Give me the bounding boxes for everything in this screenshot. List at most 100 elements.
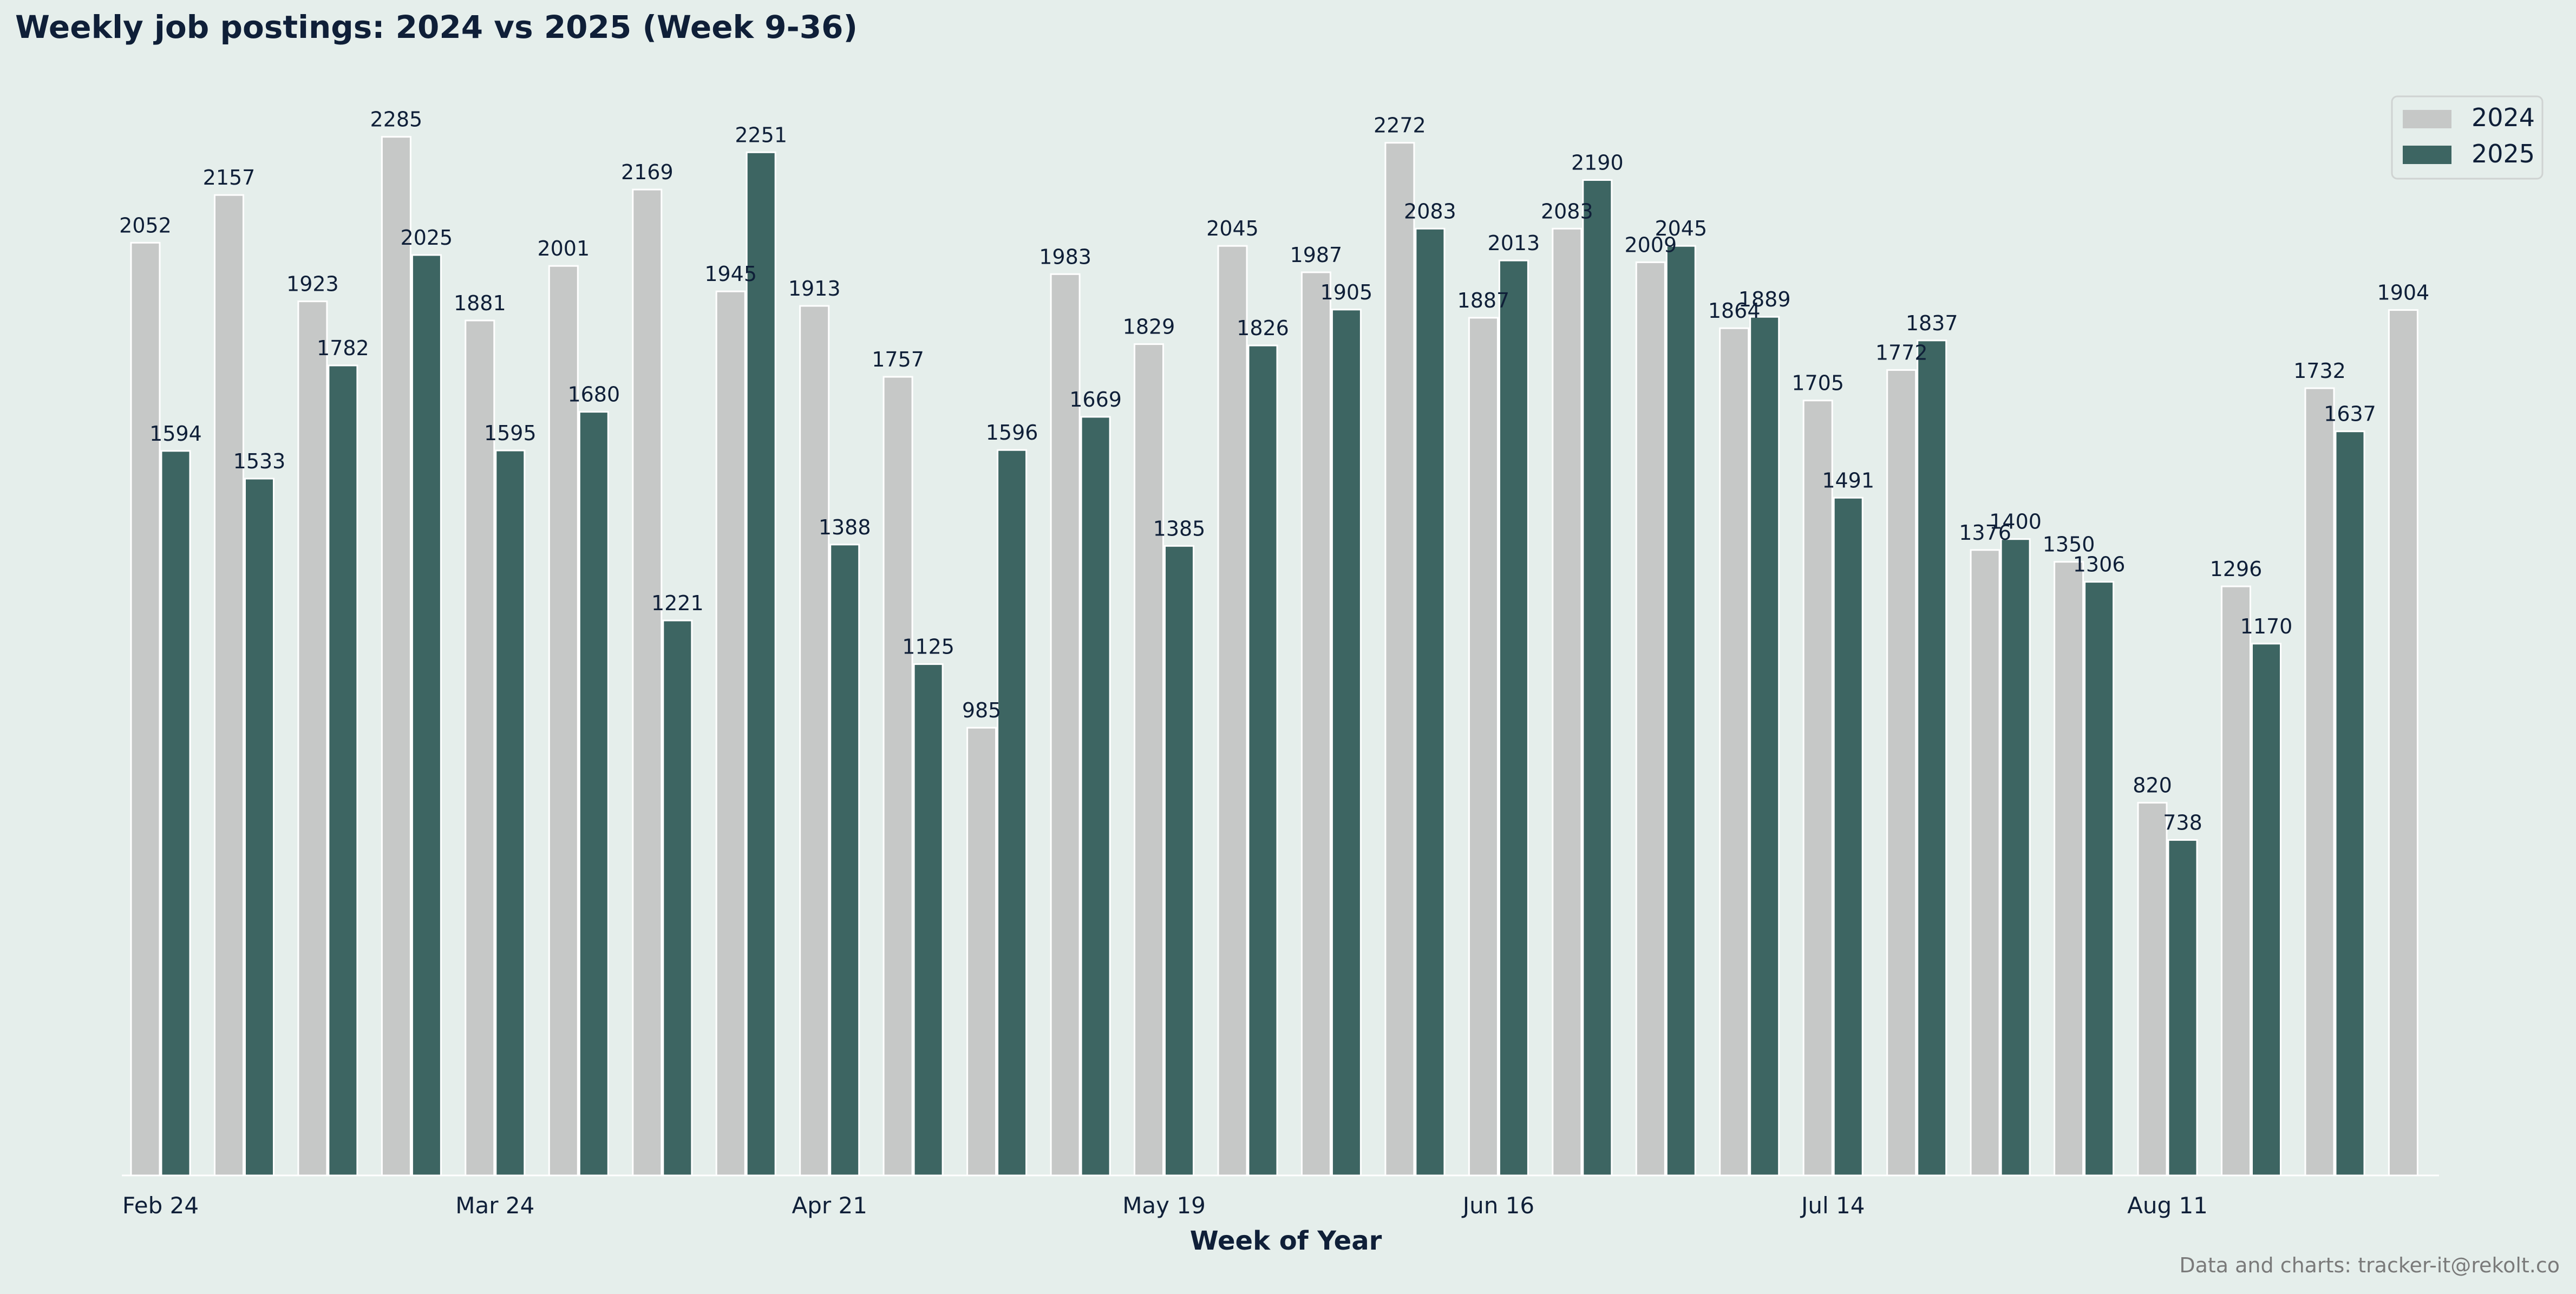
bar-2025	[1917, 339, 1947, 1177]
credit-text: Data and charts: tracker-it@rekolt.co	[2179, 1253, 2560, 1277]
legend: 2024 2025	[2391, 95, 2544, 180]
value-label-2024: 1864	[1708, 299, 1761, 323]
bar-2025	[411, 254, 442, 1177]
value-label-2025: 1669	[1069, 388, 1122, 411]
x-axis-label: Week of Year	[1190, 1226, 1382, 1256]
bars-layer	[130, 136, 2418, 1177]
value-label-2024: 1296	[2210, 557, 2263, 581]
bar-2024	[297, 300, 328, 1177]
x-tick-label: Jul 14	[1800, 1192, 1865, 1219]
bar-2024	[799, 305, 830, 1177]
x-tick-label: Jun 16	[1461, 1192, 1534, 1219]
bar-2024	[882, 376, 913, 1177]
bar-2024	[1468, 317, 1499, 1177]
bar-2025	[328, 364, 358, 1177]
value-label-2024: 2001	[537, 237, 590, 260]
bar-2025	[2084, 581, 2115, 1177]
value-label-2024: 2009	[1624, 233, 1677, 257]
value-label-2024: 1829	[1123, 315, 1175, 339]
value-label-2024: 1376	[1959, 521, 2011, 545]
value-label-2024: 2045	[1206, 217, 1259, 240]
bar-2025	[495, 449, 526, 1177]
value-label-2024: 985	[962, 698, 1002, 722]
value-label-2025: 1594	[149, 422, 202, 446]
bar-2024	[214, 194, 244, 1177]
value-label-2024: 2052	[119, 213, 172, 237]
bar-2025	[1582, 179, 1613, 1177]
bar-2024	[2304, 387, 2335, 1177]
bar-2025	[244, 478, 274, 1177]
bar-2024	[1384, 142, 1415, 1177]
bar-2025	[913, 663, 944, 1177]
value-label-2025: 1905	[1320, 280, 1373, 304]
x-tick-label: Aug 11	[2127, 1192, 2208, 1219]
bar-2025	[2251, 643, 2281, 1177]
x-tick-label: May 19	[1122, 1192, 1206, 1219]
value-label-2025: 2025	[401, 226, 453, 250]
x-tick-label: Mar 24	[455, 1192, 534, 1219]
value-label-2025: 1125	[902, 635, 954, 659]
value-label-2025: 1306	[2073, 553, 2126, 577]
value-label-2025: 1533	[233, 449, 286, 473]
bar-2024	[966, 727, 997, 1177]
value-label-2025: 1400	[1989, 510, 2042, 534]
value-label-2024: 1350	[2043, 533, 2095, 557]
value-label-2025: 1889	[1738, 287, 1791, 311]
value-label-2025: 2083	[1404, 199, 1456, 223]
bar-2025	[746, 151, 776, 1177]
value-label-2024: 2169	[621, 160, 674, 184]
bar-2025	[578, 411, 609, 1177]
value-label-2025: 1170	[2240, 615, 2293, 638]
value-label-2024: 1757	[872, 348, 924, 371]
value-label-2025: 1596	[986, 421, 1038, 445]
bar-2025	[1749, 316, 1780, 1177]
bar-2025	[1164, 545, 1194, 1177]
bar-2025	[1080, 416, 1111, 1177]
value-label-2024: 1987	[1290, 243, 1343, 267]
value-label-2025: 1595	[484, 421, 537, 445]
bar-2024	[1217, 245, 1248, 1177]
bar-2025	[2167, 839, 2198, 1177]
bar-2025	[1415, 227, 1446, 1177]
bar-2024	[548, 265, 579, 1177]
bar-2025	[160, 450, 191, 1177]
value-label-2025: 1637	[2324, 402, 2376, 426]
bar-2024	[2054, 561, 2084, 1177]
bar-2024	[130, 241, 161, 1177]
value-label-2025: 1680	[567, 383, 620, 407]
value-label-2024: 1705	[1792, 371, 1844, 395]
bar-2024	[2388, 309, 2418, 1177]
bar-2025	[829, 544, 860, 1177]
legend-swatch-2025	[2403, 146, 2451, 164]
value-label-2024: 1732	[2293, 359, 2346, 383]
value-label-2024: 1913	[788, 277, 841, 300]
bar-2024	[1970, 549, 2000, 1177]
bar-2025	[662, 619, 693, 1177]
x-tick-label: Apr 21	[792, 1192, 867, 1219]
legend-label-2024: 2024	[2472, 103, 2535, 132]
chart-title: Weekly job postings: 2024 vs 2025 (Week …	[15, 9, 858, 45]
value-label-2025: 2045	[1655, 217, 1707, 240]
value-label-2025: 1837	[1906, 311, 1958, 335]
bar-2025	[997, 449, 1028, 1177]
value-label-2025: 2013	[1488, 231, 1540, 255]
bar-2025	[2000, 538, 2031, 1177]
value-label-2024: 1881	[454, 291, 506, 315]
value-label-2024: 1945	[704, 262, 757, 286]
bar-2024	[2221, 585, 2251, 1177]
value-label-2024: 2285	[370, 108, 423, 132]
value-label-2025: 1491	[1822, 468, 1874, 492]
value-label-2024: 1983	[1039, 245, 1091, 269]
bar-2025	[1247, 344, 1278, 1177]
value-label-2024: 1923	[286, 272, 339, 296]
value-label-2025: 2251	[735, 123, 787, 147]
value-label-2025: 1221	[651, 591, 704, 615]
bar-2024	[715, 290, 746, 1177]
value-label-2024: 1887	[1457, 289, 1510, 312]
value-label-2024: 2272	[1374, 114, 1426, 138]
value-label-2025: 1385	[1153, 517, 1206, 540]
x-tick-label: Feb 24	[122, 1192, 199, 1219]
bar-2024	[1802, 400, 1833, 1177]
bar-2024	[1552, 227, 1583, 1177]
